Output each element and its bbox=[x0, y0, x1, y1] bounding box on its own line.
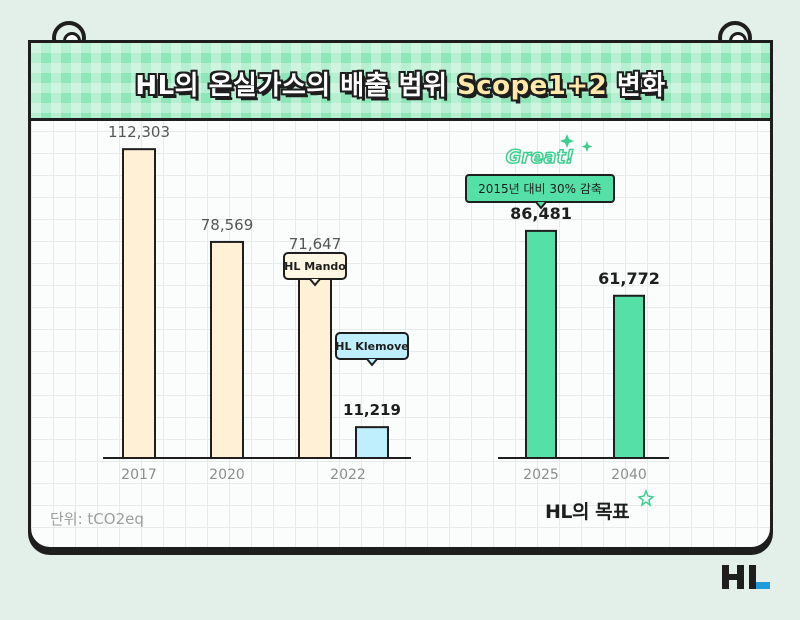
chart-card: HL의 온실가스의 배출 범위 Scope1+2 변화 bbox=[28, 40, 773, 550]
data-label-2: 71,647 bbox=[289, 235, 342, 253]
sparkle-small-icon bbox=[581, 141, 593, 152]
bar-2022-klemove bbox=[355, 426, 389, 459]
bar-target-2025 bbox=[525, 229, 557, 459]
star-icon bbox=[637, 488, 655, 507]
x-tick-left-0: 2017 bbox=[121, 467, 157, 483]
data-label-target-1: 61,772 bbox=[598, 269, 660, 288]
goal-label: HL의 목표 bbox=[545, 501, 630, 523]
great-text: Great! bbox=[506, 146, 574, 168]
data-label-1: 78,569 bbox=[201, 216, 254, 234]
chart-title: HL의 온실가스의 배출 범위 Scope1+2 변화 bbox=[31, 65, 770, 102]
x-tick-left-1: 2020 bbox=[209, 467, 245, 483]
data-label-0: 112,303 bbox=[108, 123, 170, 141]
company-tag-label-3: HL Klemove bbox=[335, 340, 408, 353]
data-label-3: 11,219 bbox=[343, 401, 401, 419]
reduction-callout-text: 2015년 대비 30% 감축 bbox=[478, 182, 602, 196]
data-label-target-0: 86,481 bbox=[510, 204, 572, 223]
bar-target-2040 bbox=[613, 294, 645, 459]
title-accent: Scope1+2 bbox=[457, 71, 608, 101]
x-tick-left-2: 2022 bbox=[330, 467, 366, 483]
bar-2020 bbox=[210, 240, 244, 459]
company-tag-pointer-2 bbox=[309, 278, 321, 287]
unit-label: 단위: tCO2eq bbox=[50, 510, 144, 528]
title-main: HL의 온실가스의 배출 범위 bbox=[135, 71, 458, 101]
sparkle-icon bbox=[560, 134, 574, 148]
bar-2017 bbox=[122, 148, 156, 459]
x-tick-right-1: 2040 bbox=[611, 467, 647, 483]
x-tick-right-0: 2025 bbox=[523, 467, 559, 483]
reduction-callout-pointer bbox=[535, 201, 547, 210]
bar-2022-mando bbox=[298, 259, 332, 460]
company-tag-pointer-3 bbox=[366, 358, 378, 367]
title-banner: HL의 온실가스의 배출 범위 Scope1+2 변화 bbox=[31, 43, 770, 121]
title-tail: 변화 bbox=[607, 71, 666, 101]
hl-logo-icon bbox=[722, 565, 770, 589]
company-tag-label-2: HL Mando bbox=[284, 260, 346, 273]
